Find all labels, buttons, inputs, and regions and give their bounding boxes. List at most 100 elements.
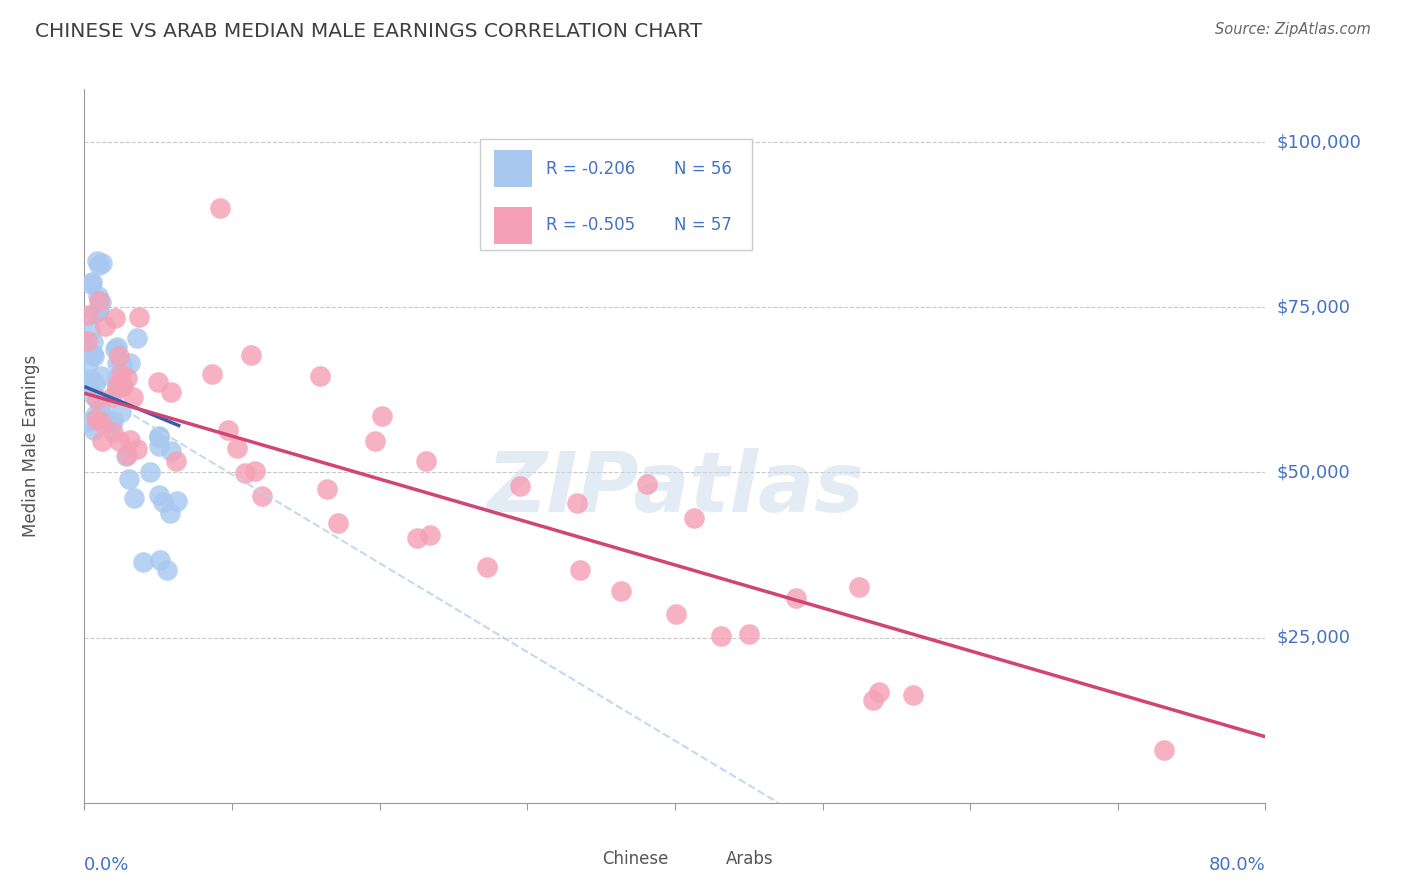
Point xyxy=(79,277,101,291)
Text: $100,000: $100,000 xyxy=(1277,133,1361,151)
Point xyxy=(82,347,104,361)
Point xyxy=(156,563,179,577)
Bar xyxy=(494,150,531,187)
Point xyxy=(148,439,170,453)
Point xyxy=(105,378,128,392)
Point xyxy=(83,376,105,391)
Point xyxy=(415,454,437,468)
Point xyxy=(118,433,141,447)
Point xyxy=(100,417,122,431)
Point xyxy=(105,370,128,384)
Point xyxy=(371,409,394,423)
Point xyxy=(217,423,239,437)
Point xyxy=(139,466,162,480)
Point xyxy=(477,560,499,574)
Point xyxy=(105,381,128,395)
Point xyxy=(86,253,108,268)
Point xyxy=(868,685,890,699)
Point xyxy=(122,491,145,506)
Point xyxy=(148,488,170,502)
Point xyxy=(152,495,174,509)
Point xyxy=(225,442,247,456)
Point xyxy=(114,449,136,463)
Text: N = 57: N = 57 xyxy=(673,217,731,235)
Point xyxy=(1153,743,1175,757)
Point xyxy=(201,367,224,381)
Point xyxy=(79,376,101,390)
Point xyxy=(160,384,183,399)
Text: Arabs: Arabs xyxy=(725,850,773,868)
Point xyxy=(308,369,330,384)
Text: ZIPatlas: ZIPatlas xyxy=(486,449,863,529)
Point xyxy=(80,276,103,290)
Point xyxy=(148,429,170,443)
Point xyxy=(79,372,101,386)
Point xyxy=(239,348,262,362)
Text: CHINESE VS ARAB MEDIAN MALE EARNINGS CORRELATION CHART: CHINESE VS ARAB MEDIAN MALE EARNINGS COR… xyxy=(35,22,702,41)
Point xyxy=(87,294,110,309)
Point xyxy=(111,359,134,374)
Point xyxy=(148,430,170,444)
Point xyxy=(101,390,124,404)
Point xyxy=(84,407,107,421)
Text: $75,000: $75,000 xyxy=(1277,298,1351,317)
Text: R = -0.206: R = -0.206 xyxy=(546,160,636,178)
Point xyxy=(76,415,98,429)
Point xyxy=(86,303,108,318)
Point xyxy=(364,434,387,449)
Text: 80.0%: 80.0% xyxy=(1209,856,1265,874)
Point xyxy=(125,331,148,345)
Point xyxy=(111,378,134,392)
Point xyxy=(665,607,688,621)
Point xyxy=(90,408,112,422)
Point xyxy=(108,434,131,448)
Point xyxy=(328,516,350,530)
Point xyxy=(166,494,188,508)
Point xyxy=(568,564,591,578)
Point xyxy=(243,464,266,478)
Point xyxy=(83,350,105,364)
Point xyxy=(76,334,98,348)
Point xyxy=(419,527,441,541)
Text: Source: ZipAtlas.com: Source: ZipAtlas.com xyxy=(1215,22,1371,37)
Bar xyxy=(494,207,531,244)
Point xyxy=(111,379,134,393)
Point xyxy=(90,415,112,429)
Bar xyxy=(479,139,752,250)
Point xyxy=(209,201,232,215)
Point xyxy=(83,389,105,403)
Point xyxy=(94,319,117,334)
Point xyxy=(90,401,112,416)
Bar xyxy=(693,851,718,867)
Point xyxy=(165,454,187,468)
Point xyxy=(107,340,129,354)
Point xyxy=(104,310,127,325)
Point xyxy=(77,308,100,322)
Point xyxy=(709,629,731,643)
Point xyxy=(110,368,132,382)
Point xyxy=(86,392,108,406)
Point xyxy=(76,345,98,359)
Point xyxy=(77,356,100,370)
Point xyxy=(110,356,132,370)
Text: R = -0.505: R = -0.505 xyxy=(546,217,636,235)
Point xyxy=(565,496,588,510)
Text: Median Male Earnings: Median Male Earnings xyxy=(22,355,41,537)
Point xyxy=(118,356,141,370)
Point xyxy=(848,580,870,594)
Point xyxy=(83,423,105,437)
Bar xyxy=(568,851,595,867)
Point xyxy=(75,343,97,357)
Point xyxy=(901,688,924,702)
Point xyxy=(104,343,127,357)
Point xyxy=(79,323,101,337)
Point xyxy=(737,627,759,641)
Text: Chinese: Chinese xyxy=(602,850,668,868)
Point xyxy=(128,310,150,324)
Text: 0.0%: 0.0% xyxy=(84,856,129,874)
Point xyxy=(90,368,112,383)
Point xyxy=(122,390,145,404)
Text: N = 56: N = 56 xyxy=(673,160,731,178)
Point xyxy=(159,444,181,458)
Point xyxy=(90,255,112,269)
